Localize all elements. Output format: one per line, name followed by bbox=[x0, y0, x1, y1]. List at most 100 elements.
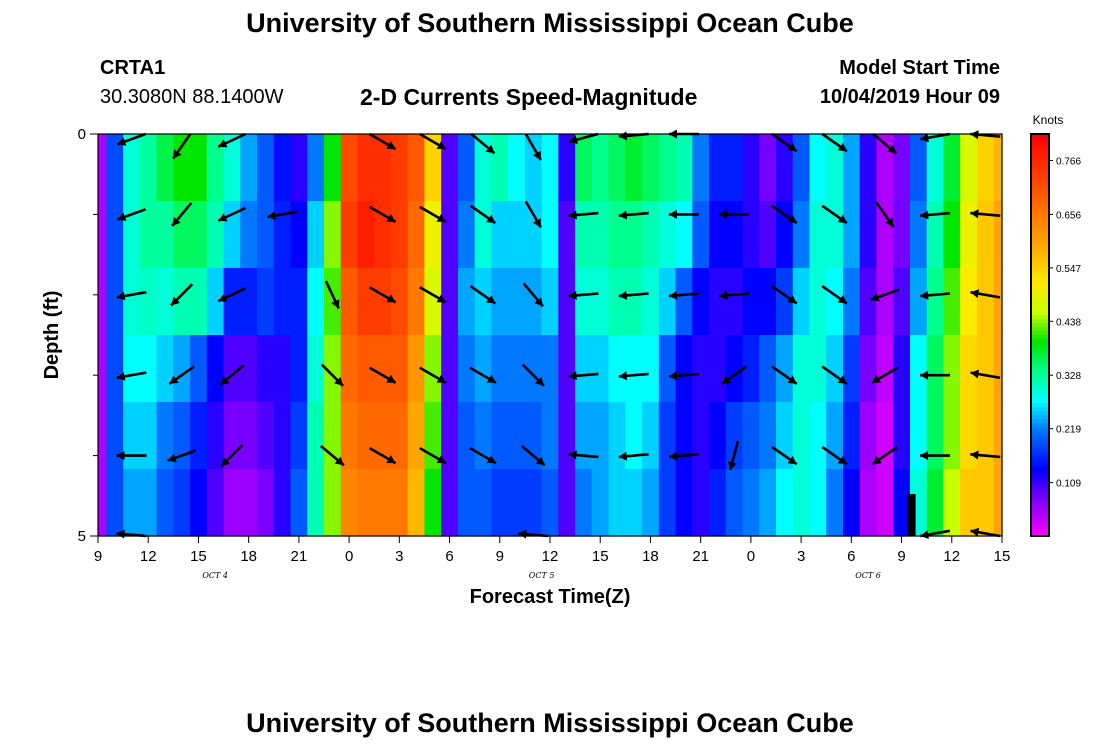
heatmap-cell bbox=[190, 402, 208, 470]
heatmap-cell bbox=[123, 402, 141, 470]
colorbar-segment bbox=[1031, 330, 1049, 336]
current-vector bbox=[520, 445, 546, 467]
x-tick-label: 12 bbox=[943, 548, 960, 565]
heatmap-cell bbox=[692, 402, 710, 470]
x-axis: 9 12 15 18 21 0 3 6 9 12 15 18 21 0 3 6 9 12 15 OCT 4 OCT 5 O… bbox=[94, 536, 1010, 580]
current-vector bbox=[368, 446, 397, 465]
heatmap-cell bbox=[491, 335, 509, 403]
top-title: University of Southern Mississippi Ocean… bbox=[246, 8, 854, 38]
heatmap-cell bbox=[893, 469, 911, 537]
heatmap-cell bbox=[859, 201, 878, 269]
heatmap-cell bbox=[893, 201, 911, 269]
heatmap-cell bbox=[541, 469, 559, 537]
heatmap-cell bbox=[976, 201, 995, 269]
heatmap-cell bbox=[324, 134, 342, 202]
heatmap-cell bbox=[960, 402, 978, 470]
heatmap-cell bbox=[943, 268, 961, 336]
heatmap-cell bbox=[374, 469, 392, 537]
colorbar-segment bbox=[1031, 339, 1049, 344]
heatmap-cell bbox=[474, 469, 493, 537]
colorbar-segment bbox=[1031, 475, 1049, 481]
current-vector bbox=[116, 451, 147, 461]
heatmap-cell bbox=[725, 201, 744, 269]
heatmap-cell bbox=[558, 201, 576, 269]
heatmap-cell bbox=[524, 268, 543, 336]
colorbar-segment bbox=[1031, 495, 1049, 501]
colorbar-segment bbox=[1031, 387, 1049, 392]
heatmap-cell bbox=[541, 268, 559, 336]
colorbar-segment bbox=[1031, 218, 1049, 224]
colorbar-segment bbox=[1031, 427, 1049, 433]
heatmap-cell bbox=[98, 469, 107, 537]
colorbar-segment bbox=[1031, 347, 1049, 352]
heatmap-cell bbox=[608, 134, 626, 202]
heatmap-cell bbox=[709, 469, 727, 537]
colorbar-segment bbox=[1031, 335, 1049, 340]
heatmap-cell bbox=[508, 402, 526, 470]
current-vector bbox=[821, 365, 848, 385]
heatmap-cell bbox=[491, 268, 509, 336]
colorbar-segment bbox=[1031, 423, 1049, 429]
heatmap-cell bbox=[976, 402, 995, 470]
heatmap-cell bbox=[608, 201, 626, 269]
heatmap-cell bbox=[993, 335, 1003, 403]
heatmap-cell bbox=[390, 335, 409, 403]
heatmap-cell bbox=[591, 134, 610, 202]
heatmap-cell bbox=[206, 402, 225, 470]
heatmap-cell bbox=[424, 134, 442, 202]
heatmap-cell bbox=[842, 402, 861, 470]
heatmap-cell bbox=[909, 201, 928, 269]
current-vector bbox=[469, 285, 497, 305]
heatmap-cell bbox=[608, 335, 626, 403]
colorbar-segment bbox=[1031, 138, 1049, 143]
colorbar-segment bbox=[1031, 467, 1049, 473]
heatmap-cell bbox=[106, 134, 124, 202]
colorbar-segment bbox=[1031, 407, 1049, 412]
current-vector bbox=[167, 449, 197, 463]
heatmap-cells bbox=[98, 134, 1003, 537]
colorbar-segment bbox=[1031, 242, 1049, 248]
heatmap-cell bbox=[792, 335, 811, 403]
heatmap-cell bbox=[692, 134, 710, 202]
current-vector bbox=[719, 209, 750, 219]
heatmap-cell bbox=[642, 469, 660, 537]
heatmap-cell bbox=[809, 402, 827, 470]
colorbar-segment bbox=[1031, 294, 1049, 300]
heatmap-cell bbox=[390, 469, 409, 537]
heatmap-cell bbox=[792, 268, 811, 336]
colorbar-segment bbox=[1031, 230, 1049, 236]
colorbar-tick-label: 0.438 bbox=[1056, 317, 1081, 328]
heatmap-cell bbox=[206, 134, 225, 202]
heatmap-cell bbox=[893, 134, 911, 202]
current-vector bbox=[871, 366, 899, 384]
heatmap-cell bbox=[407, 469, 426, 537]
colorbar-segment bbox=[1031, 351, 1049, 356]
colorbar-segment bbox=[1031, 166, 1049, 171]
heatmap-cell bbox=[943, 335, 961, 403]
heatmap-cell bbox=[508, 335, 526, 403]
heatmap-cell bbox=[943, 402, 961, 470]
heatmap-cell bbox=[591, 335, 610, 403]
current-vector bbox=[870, 288, 900, 302]
heatmap-cell bbox=[926, 268, 945, 336]
current-vector bbox=[116, 208, 147, 221]
current-vector bbox=[419, 286, 447, 304]
colorbar-segment bbox=[1031, 487, 1049, 493]
heatmap-cell bbox=[106, 402, 124, 470]
current-vector bbox=[568, 450, 599, 460]
heatmap-cell bbox=[742, 335, 760, 403]
heatmap-cell bbox=[390, 134, 409, 202]
heatmap-cell bbox=[692, 268, 710, 336]
heatmap-cell bbox=[206, 335, 225, 403]
current-vector bbox=[771, 132, 798, 153]
colorbar-segment bbox=[1031, 174, 1049, 179]
colorbar-segment bbox=[1031, 306, 1049, 312]
heatmap-cell bbox=[541, 402, 559, 470]
x-tick-label: 3 bbox=[395, 548, 403, 565]
heatmap-cell bbox=[575, 268, 593, 336]
current-vector bbox=[217, 206, 247, 222]
heatmap-cell bbox=[859, 335, 878, 403]
current-vector bbox=[524, 200, 542, 229]
heatmap-cell bbox=[123, 469, 141, 537]
heatmap-cell bbox=[742, 469, 760, 537]
